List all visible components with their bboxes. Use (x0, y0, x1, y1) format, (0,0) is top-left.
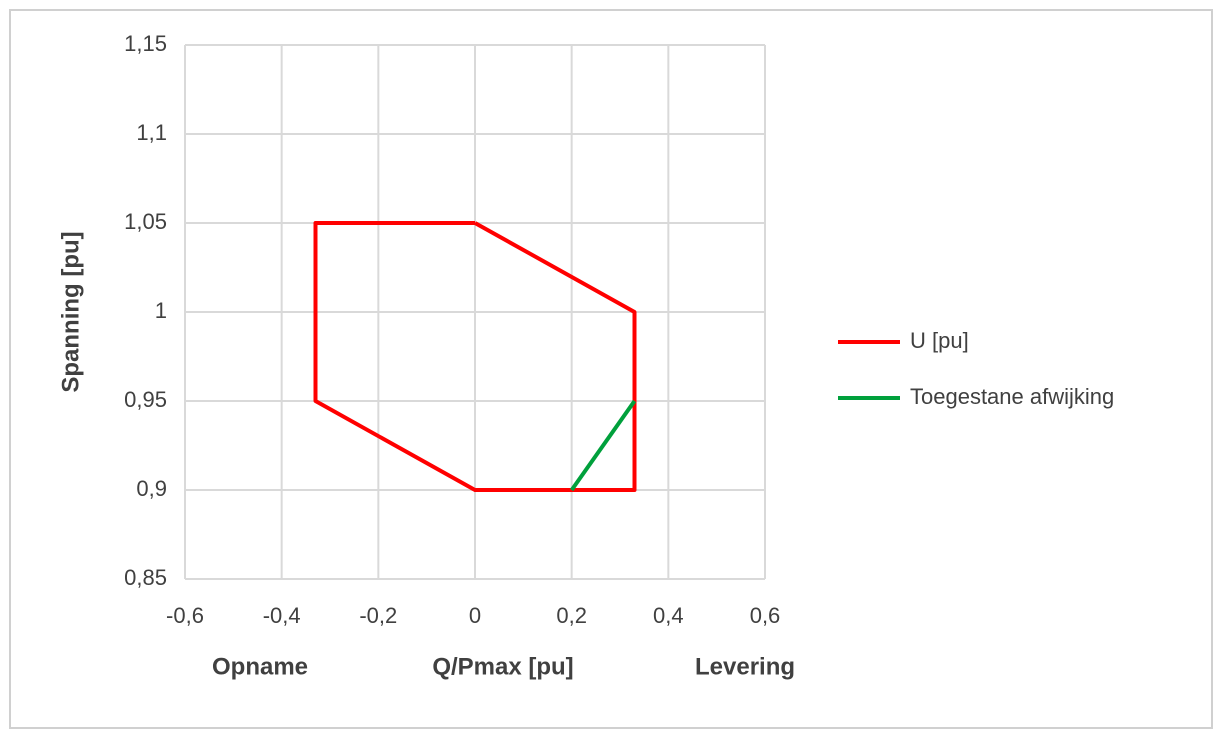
y-tick-label: 1 (155, 298, 167, 323)
x-tick-label: 0,4 (653, 603, 684, 628)
x-tick-label: -0,6 (166, 603, 204, 628)
x-axis-left-label: Opname (212, 653, 308, 680)
series-line (313, 221, 637, 492)
legend-label: U [pu] (910, 328, 969, 353)
y-axis-label: Spanning [pu] (57, 231, 84, 392)
y-tick-label: 0,95 (124, 387, 167, 412)
y-tick-label: 1,05 (124, 209, 167, 234)
legend-label: Toegestane afwijking (910, 384, 1114, 409)
x-axis-label: Q/Pmax [pu] (432, 653, 573, 680)
x-tick-label: 0,2 (556, 603, 587, 628)
y-tick-label: 0,9 (136, 476, 167, 501)
y-tick-label: 1,1 (136, 120, 167, 145)
y-tick-label: 1,15 (124, 31, 167, 56)
x-tick-label: -0,2 (359, 603, 397, 628)
y-tick-label: 0,85 (124, 565, 167, 590)
x-tick-label: 0,6 (750, 603, 781, 628)
x-tick-label: 0 (469, 603, 481, 628)
x-axis-right-label: Levering (695, 653, 795, 680)
x-tick-label: -0,4 (263, 603, 301, 628)
series-line (570, 399, 637, 492)
chart-border (9, 9, 1213, 729)
